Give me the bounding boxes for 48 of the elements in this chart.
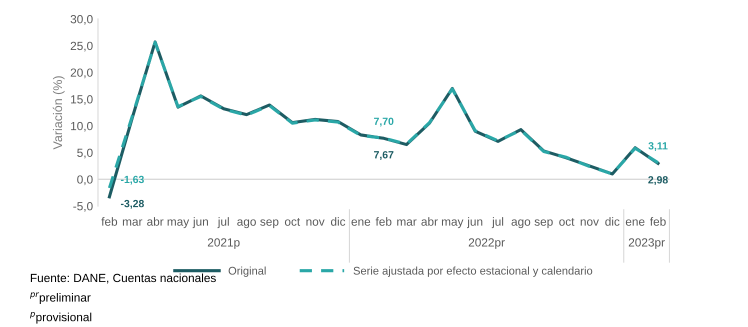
data-label: 3,11	[648, 142, 668, 152]
x-tick-label: jun	[466, 217, 482, 228]
y-tick-label: 15,0	[71, 95, 93, 105]
x-tick-label: may	[442, 219, 464, 228]
data-label: 7,70	[374, 118, 394, 126]
text: 2022pr	[468, 238, 505, 249]
x-tick-label: oct	[559, 218, 574, 226]
x-tick-label: nov	[306, 219, 325, 226]
y-tick-label: 20,0	[70, 68, 93, 78]
x-tick-label: oct	[284, 218, 300, 226]
x-tick-label: feb	[101, 217, 118, 226]
x-tick-label: jun	[192, 217, 208, 228]
x-tick-label: jul	[492, 217, 504, 228]
legend-label: Original	[228, 266, 266, 277]
x-tick-label: sep	[534, 219, 553, 228]
x-tick-label: ene	[626, 219, 644, 226]
data-label: 7,67	[374, 151, 394, 160]
x-tick-label: feb	[376, 217, 392, 226]
y-tick-label: 10,0	[71, 122, 93, 132]
x-tick-label: mar	[122, 219, 142, 226]
x-tick-label: jul	[218, 217, 229, 228]
x-tick-label: feb	[650, 217, 666, 226]
legend-label: Serie ajustada por efecto estacional y calendario	[354, 266, 592, 277]
y-tick-label: 25,0	[70, 42, 93, 52]
x-tick-label: may	[168, 219, 190, 228]
data-label: 2,98	[648, 176, 668, 186]
x-tick-label: sep	[260, 219, 278, 228]
text: $^{pr}$preliminar	[30, 292, 91, 304]
x-tick-label: ago	[512, 219, 530, 228]
x-tick-label: abr	[421, 217, 438, 226]
y-axis-title: Variación (%)	[52, 76, 65, 150]
x-tick-label: nov	[580, 219, 599, 226]
x-tick-label: mar	[397, 219, 417, 226]
text: $^{p}$provisional	[30, 312, 92, 324]
source-note: Fuente: DANE, Cuentas nacionales	[30, 273, 216, 284]
y-tick-label: 0,0	[77, 175, 93, 186]
x-tick-label: ago	[237, 219, 256, 228]
y-tick-label: -5,0	[73, 202, 93, 212]
x-tick-label: dic	[605, 217, 620, 226]
text: 2023pr	[628, 238, 665, 249]
text: 2021p	[208, 238, 240, 249]
y-tick-label: 5,0	[77, 148, 93, 158]
data-label: -1,63	[120, 176, 144, 185]
x-tick-label: ene	[352, 219, 370, 226]
x-tick-label: abr	[147, 217, 164, 226]
data-label: -3,28	[120, 200, 144, 209]
x-tick-label: dic	[330, 217, 346, 226]
y-tick-label: 30,0	[70, 15, 93, 25]
